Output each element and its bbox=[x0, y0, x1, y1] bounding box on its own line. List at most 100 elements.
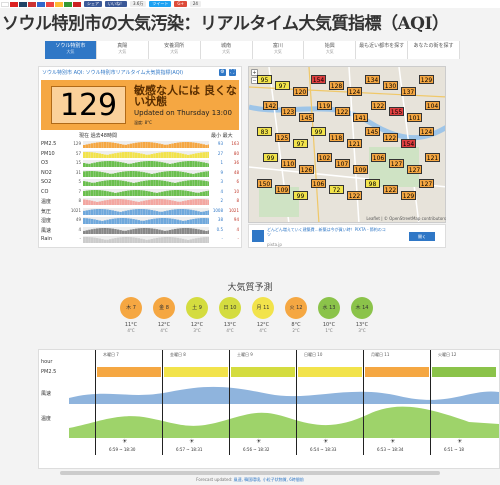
flag-icon[interactable] bbox=[19, 1, 27, 7]
nav-item[interactable]: あなたの街を探す bbox=[408, 41, 460, 59]
aqi-map-marker[interactable]: 122 bbox=[371, 101, 386, 110]
pollutant-row[interactable]: PM2.5 129 93 163 bbox=[41, 140, 241, 149]
flag-icon[interactable] bbox=[55, 1, 63, 7]
ad-banner[interactable]: どんどん増えていく建築費…新築は今が買い時！PIXTA - 節約のコツ pixt… bbox=[248, 224, 446, 248]
aqi-map-marker[interactable]: 97 bbox=[293, 139, 308, 148]
horizontal-scrollbar[interactable] bbox=[60, 471, 440, 475]
aqi-map-marker[interactable]: 122 bbox=[383, 185, 398, 194]
nav-item[interactable]: 最も近い都市を探す bbox=[356, 41, 409, 59]
aqi-summary: 129 敏感な人には 良くない状態 Updated on Thursday 13… bbox=[41, 80, 239, 130]
nav-item[interactable]: 城南 大気 bbox=[200, 41, 253, 59]
aqi-map-marker[interactable]: 124 bbox=[419, 127, 434, 136]
aqi-map-marker[interactable]: 118 bbox=[329, 133, 344, 142]
flag-icon[interactable] bbox=[73, 1, 81, 7]
fullscreen-icon[interactable]: ⛶ bbox=[229, 69, 236, 76]
pollutant-row[interactable]: 湿度 49 38 94 bbox=[41, 216, 241, 225]
forecast-day[interactable]: 土 9 12°C 3°C bbox=[184, 297, 210, 333]
aqi-map-marker[interactable]: 122 bbox=[347, 191, 362, 200]
ad-open-button[interactable]: 開く bbox=[409, 232, 435, 241]
aqi-map-marker[interactable]: 154 bbox=[401, 139, 416, 148]
aqi-map-marker[interactable]: 121 bbox=[425, 153, 440, 162]
forecast-day[interactable]: 水 13 10°C 1°C bbox=[316, 297, 342, 333]
aqi-map-marker[interactable]: 127 bbox=[419, 179, 434, 188]
forecast-day[interactable]: 金 8 12°C 4°C bbox=[151, 297, 177, 333]
pollutant-row[interactable]: NO2 31 9 48 bbox=[41, 169, 241, 178]
forecast-day[interactable]: 木 7 11°C 4°C bbox=[118, 297, 144, 333]
flag-icon[interactable] bbox=[10, 1, 18, 7]
aqi-map-marker[interactable]: 128 bbox=[329, 81, 344, 90]
flag-icon[interactable] bbox=[28, 1, 36, 7]
flag-icon[interactable] bbox=[46, 1, 54, 7]
aqi-map-marker[interactable]: 97 bbox=[275, 81, 290, 90]
aqi-map-marker[interactable]: 119 bbox=[317, 101, 332, 110]
aqi-map-marker[interactable]: 121 bbox=[347, 139, 362, 148]
aqi-map-marker[interactable]: 154 bbox=[311, 75, 326, 84]
footer-links[interactable]: 風速, 韓国環境, 小粒子状物質, 6時間前 bbox=[233, 477, 304, 482]
pollutant-row[interactable]: O3 15 1 36 bbox=[41, 159, 241, 168]
aqi-map-marker[interactable]: 127 bbox=[407, 165, 422, 174]
pollutant-row[interactable]: 気圧 1021 1008 1021 bbox=[41, 207, 241, 216]
aqi-map-marker[interactable]: 72 bbox=[329, 185, 344, 194]
nav-item[interactable]: 安養洞所 大気 bbox=[148, 41, 201, 59]
aqi-map-marker[interactable]: 120 bbox=[293, 87, 308, 96]
day-divider bbox=[162, 350, 163, 455]
forecast-day[interactable]: 木 14 13°C 3°C bbox=[349, 297, 375, 333]
nav-item[interactable]: 始興 大気 bbox=[304, 41, 357, 59]
pollutant-row[interactable]: 風速 4 0.5 4 bbox=[41, 226, 241, 235]
zoom-in-button[interactable]: + bbox=[251, 69, 258, 76]
aqi-map-marker[interactable]: 124 bbox=[347, 87, 362, 96]
aqi-map-marker[interactable]: 145 bbox=[365, 127, 380, 136]
aqi-map-marker[interactable]: 142 bbox=[263, 101, 278, 110]
aqi-map-marker[interactable]: 104 bbox=[425, 101, 440, 110]
aqi-map-marker[interactable]: 106 bbox=[371, 153, 386, 162]
flag-icon[interactable] bbox=[37, 1, 45, 7]
aqi-map-marker[interactable]: 122 bbox=[335, 107, 350, 116]
pollutant-row[interactable]: SO2 5 3 6 bbox=[41, 178, 241, 187]
aqi-map-marker[interactable]: 137 bbox=[401, 87, 416, 96]
pollutant-row[interactable]: CO 7 4 10 bbox=[41, 188, 241, 197]
aqi-map-marker[interactable]: 130 bbox=[383, 81, 398, 90]
tweet-button[interactable]: ツイート bbox=[149, 1, 172, 7]
flag-icon[interactable] bbox=[64, 1, 72, 7]
aqi-map[interactable]: + − 95 97 120 154 128 124 134 130 137 129 142 123 14… bbox=[248, 66, 446, 223]
forecast-day[interactable]: 火 12 8°C 2°C bbox=[283, 297, 309, 333]
aqi-map-marker[interactable]: 83 bbox=[257, 127, 272, 136]
pollutant-row[interactable]: PM10 57 27 80 bbox=[41, 150, 241, 159]
aqi-map-marker[interactable]: 141 bbox=[353, 113, 368, 122]
forecast-day[interactable]: 月 11 12°C 4°C bbox=[250, 297, 276, 333]
aqi-map-marker[interactable]: 125 bbox=[275, 133, 290, 142]
aqi-map-marker[interactable]: 145 bbox=[299, 113, 314, 122]
aqi-map-marker[interactable]: 99 bbox=[263, 153, 278, 162]
facebook-share-button[interactable]: シェア bbox=[84, 1, 102, 7]
gplus-button[interactable]: G+ bbox=[174, 1, 187, 7]
nav-item[interactable]: 富川 大気 bbox=[252, 41, 305, 59]
aqi-map-marker[interactable]: 155 bbox=[389, 107, 404, 116]
nav-item[interactable]: 真陽 大気 bbox=[96, 41, 149, 59]
aqi-map-marker[interactable]: 123 bbox=[281, 107, 296, 116]
aqi-map-marker[interactable]: 99 bbox=[293, 191, 308, 200]
aqi-map-marker[interactable]: 107 bbox=[335, 159, 350, 168]
aqi-map-marker[interactable]: 134 bbox=[365, 75, 380, 84]
aqi-map-marker[interactable]: 102 bbox=[317, 153, 332, 162]
aqi-map-marker[interactable]: 99 bbox=[311, 127, 326, 136]
aqi-map-marker[interactable]: 122 bbox=[383, 133, 398, 142]
aqi-map-marker[interactable]: 150 bbox=[257, 179, 272, 188]
aqi-map-marker[interactable]: 129 bbox=[401, 191, 416, 200]
aqi-map-marker[interactable]: 109 bbox=[275, 185, 290, 194]
pollutant-row[interactable]: 温度 8 2 8 bbox=[41, 197, 241, 206]
flag-icon[interactable] bbox=[1, 1, 9, 7]
aqi-map-marker[interactable]: 95 bbox=[257, 75, 272, 84]
aqi-map-marker[interactable]: 110 bbox=[281, 159, 296, 168]
like-button[interactable]: いいね！ bbox=[105, 1, 127, 7]
forecast-day[interactable]: 日 10 13°C 4°C bbox=[217, 297, 243, 333]
aqi-map-marker[interactable]: 98 bbox=[365, 179, 380, 188]
aqi-map-marker[interactable]: 101 bbox=[407, 113, 422, 122]
pollutant-row[interactable]: Rain - - - bbox=[41, 235, 241, 244]
aqi-map-marker[interactable]: 109 bbox=[353, 165, 368, 174]
aqi-map-marker[interactable]: 129 bbox=[419, 75, 434, 84]
aqi-map-marker[interactable]: 106 bbox=[311, 179, 326, 188]
aqi-map-marker[interactable]: 127 bbox=[389, 159, 404, 168]
settings-icon[interactable]: ⚙ bbox=[219, 69, 226, 76]
nav-item[interactable]: ソウル特別市 大気 bbox=[45, 41, 97, 59]
aqi-map-marker[interactable]: 126 bbox=[299, 165, 314, 174]
